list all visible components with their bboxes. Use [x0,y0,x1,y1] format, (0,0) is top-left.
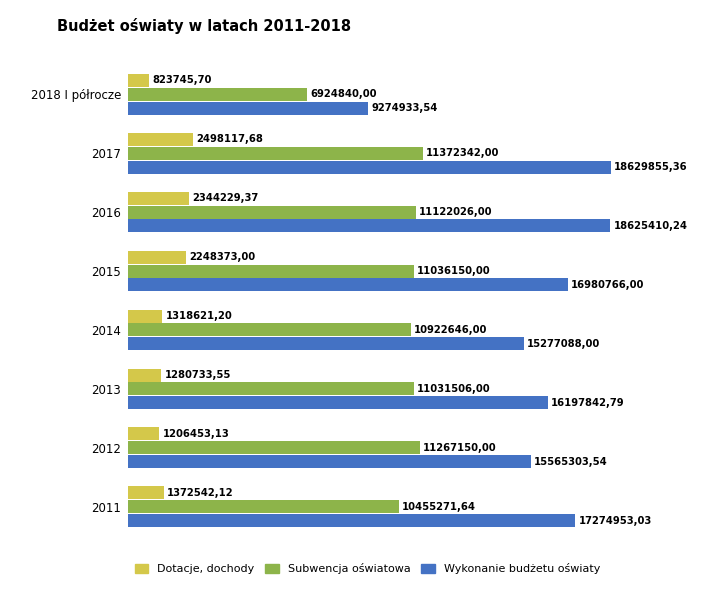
Bar [128,264,414,278]
Bar [128,441,420,454]
Bar [128,382,414,395]
Bar [128,368,162,382]
Text: 16980766,00: 16980766,00 [571,280,644,290]
Bar [128,310,162,323]
Bar [128,102,368,115]
Legend: Dotacje, dochody, Subwencja oświatowa, Wykonanie budżetu oświaty: Dotacje, dochody, Subwencja oświatowa, W… [130,559,604,579]
Text: 10455271,64: 10455271,64 [402,502,476,511]
Text: 1372542,12: 1372542,12 [167,488,234,498]
Text: 10922646,00: 10922646,00 [414,325,488,335]
Text: 11372342,00: 11372342,00 [426,148,499,158]
Text: 11031506,00: 11031506,00 [417,384,491,394]
Bar [128,160,610,174]
Bar [128,219,610,233]
Bar [128,147,423,160]
Bar [128,74,150,87]
Bar [128,251,187,264]
Text: 11036150,00: 11036150,00 [417,266,491,276]
Text: 16197842,79: 16197842,79 [550,398,624,407]
Text: 2344229,37: 2344229,37 [192,194,258,203]
Text: 11122026,00: 11122026,00 [419,207,493,217]
Text: 15277088,00: 15277088,00 [527,339,600,349]
Bar [128,206,416,219]
Text: 823745,70: 823745,70 [152,76,212,85]
Bar [128,323,411,337]
Bar [128,278,567,291]
Text: 17274953,03: 17274953,03 [579,516,651,525]
Text: 1318621,20: 1318621,20 [165,311,232,321]
Text: 11267150,00: 11267150,00 [423,443,496,453]
Text: 18629855,36: 18629855,36 [614,162,687,172]
Text: 18625410,24: 18625410,24 [614,221,688,231]
Text: 1280733,55: 1280733,55 [164,370,231,380]
Bar [128,514,575,527]
Bar [128,337,524,350]
Bar [128,88,308,101]
Text: Budżet oświaty w latach 2011-2018: Budżet oświaty w latach 2011-2018 [57,18,351,34]
Text: 9274933,54: 9274933,54 [372,103,438,113]
Bar [128,500,399,513]
Bar [128,192,189,205]
Text: 2248373,00: 2248373,00 [189,252,256,262]
Bar [128,133,193,146]
Bar [128,486,164,499]
Bar [128,427,159,441]
Text: 15565303,54: 15565303,54 [534,457,608,466]
Text: 1206453,13: 1206453,13 [162,429,229,439]
Bar [128,396,548,409]
Bar [128,455,531,468]
Text: 2498117,68: 2498117,68 [196,135,263,144]
Text: 6924840,00: 6924840,00 [310,90,377,99]
